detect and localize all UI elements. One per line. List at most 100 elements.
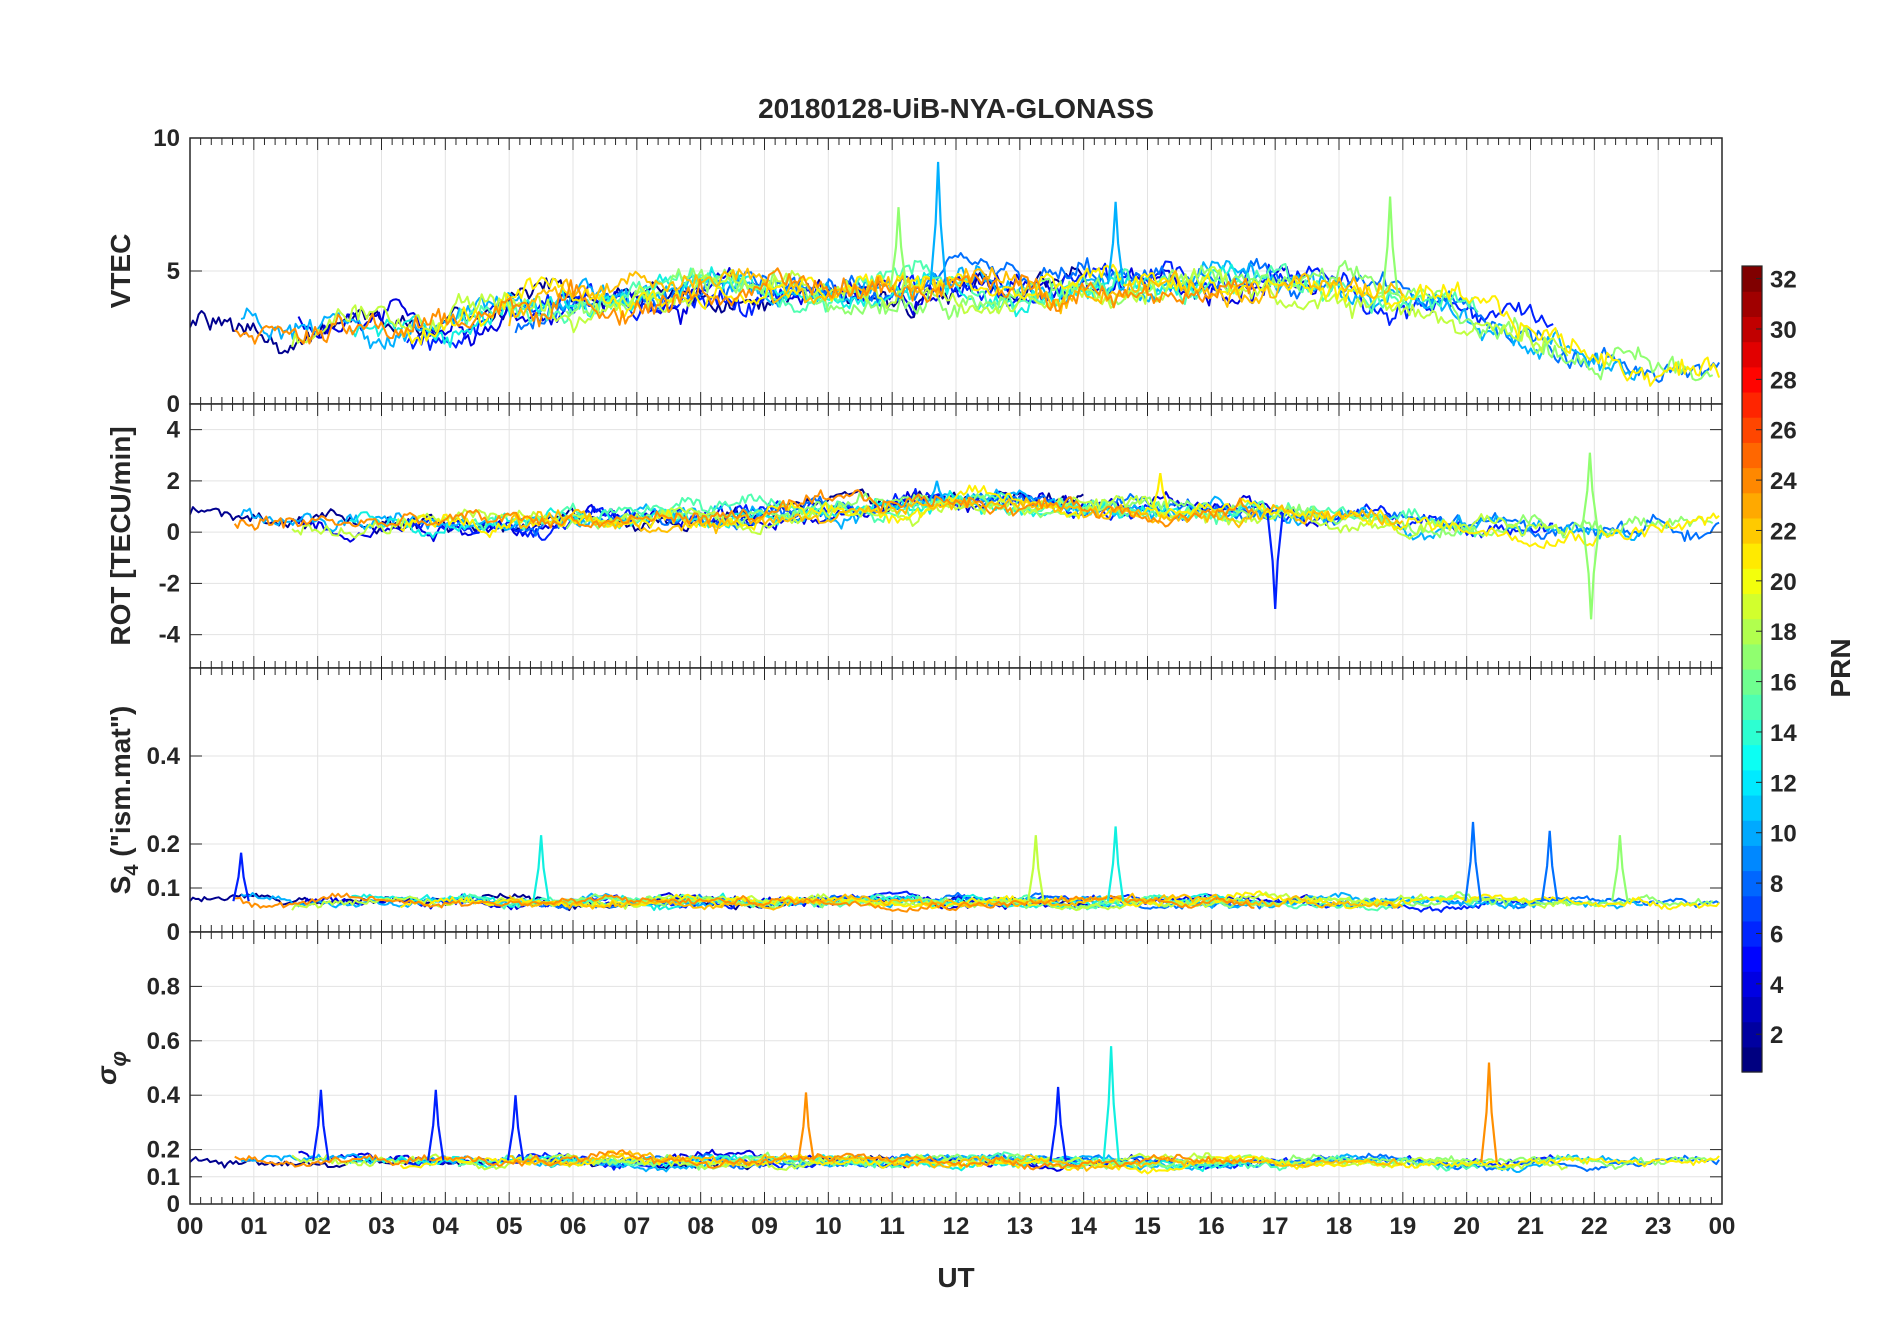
y-tick-label: -2 [159, 570, 180, 597]
series-peak-prn-10 [928, 480, 946, 502]
colorbar-segment [1742, 895, 1762, 922]
x-tick-label: 22 [1581, 1213, 1608, 1240]
y-axis-label: ROT [TECU/min] [105, 426, 136, 645]
y-tick-label: 2 [167, 468, 180, 495]
x-tick-label: 08 [687, 1213, 714, 1240]
panel-rot: -4 -2 0 2 4 ROT [TECU/min] [105, 403, 1723, 669]
y-axis-label-subscript: 4 [121, 864, 143, 876]
panel-series-group [190, 1046, 1720, 1175]
x-tick-label: 04 [432, 1213, 459, 1240]
series-peak-prn-16 [889, 207, 908, 287]
colorbar-tick-label: 2 [1770, 1022, 1783, 1049]
y-axis-label-part: σ [91, 1065, 122, 1085]
series-line-prn-20 [399, 263, 1721, 387]
x-tick-label: 20 [1453, 1213, 1480, 1240]
panel-series-group [190, 821, 1720, 913]
series-peak-prn-12 [1102, 1046, 1120, 1162]
colorbar-segment [1742, 492, 1762, 519]
y-tick-label: 0.1 [147, 875, 180, 902]
x-tick-label: 00 [177, 1213, 204, 1240]
x-tick-label: 17 [1262, 1213, 1289, 1240]
x-tick-label: 19 [1389, 1213, 1416, 1240]
series-peak-prn-17 [1582, 528, 1600, 620]
colorbar-segment [1742, 467, 1762, 494]
x-axis-label: UT [937, 1262, 974, 1293]
colorbar-segment [1742, 669, 1762, 695]
series-line-prn-14 [457, 1151, 1479, 1172]
colorbar-label: PRN [1825, 638, 1856, 697]
series-line-prn-23 [234, 1149, 1256, 1171]
colorbar-segment [1742, 643, 1762, 670]
colorbar-segment [1742, 694, 1762, 720]
colorbar-segment [1742, 769, 1762, 796]
series-line-prn-22 [508, 266, 1404, 327]
series-peak-prn-8 [1540, 830, 1559, 902]
y-tick-label: 0 [167, 391, 180, 418]
x-tick-label: 09 [751, 1213, 778, 1240]
series-peak-prn-3 [1266, 512, 1284, 610]
series-peak-prn-19 [1027, 835, 1045, 902]
colorbar-tick-label: 12 [1770, 770, 1797, 797]
y-axis-label-part: S [105, 876, 136, 895]
colorbar-segment [1742, 291, 1762, 317]
panel-s4: 0 0.1 0.2 0.4 S4 ("ism.mat") [105, 667, 1723, 946]
x-tick-label: 05 [496, 1213, 523, 1240]
y-axis-label: σφ [91, 1051, 131, 1085]
colorbar-tick-label: 8 [1770, 871, 1783, 898]
series-peak-prn-12 [1106, 826, 1125, 902]
colorbar-segment [1742, 920, 1762, 947]
y-tick-label: 0.4 [147, 743, 181, 770]
x-tick-label: 01 [240, 1213, 267, 1240]
x-tick-label: 12 [943, 1213, 970, 1240]
colorbar-segment [1742, 996, 1762, 1023]
series-peak-prn-10 [929, 161, 947, 286]
colorbar-tick-label: 28 [1770, 367, 1797, 394]
x-tick-label: 23 [1645, 1213, 1672, 1240]
y-tick-label: 0.4 [147, 1082, 181, 1109]
series-peak-prn-3 [312, 1089, 330, 1161]
colorbar-segment [1742, 266, 1762, 292]
x-tick-label: 10 [815, 1213, 842, 1240]
series-peak-prn-16 [1381, 196, 1399, 297]
colorbar-segment [1742, 316, 1762, 343]
series-line-prn-23 [234, 267, 1256, 345]
y-axis-label-subscript: φ [106, 1051, 131, 1066]
colorbar-segment [1742, 1046, 1762, 1073]
x-tick-label: 02 [304, 1213, 331, 1240]
colorbar-segment [1742, 820, 1762, 846]
colorbar-segment [1742, 391, 1762, 418]
series-line-prn-18 [291, 266, 1569, 357]
series-peak-prn-20 [1151, 473, 1169, 509]
colorbar-segment [1742, 1021, 1762, 1048]
y-tick-label: 0.6 [147, 1028, 180, 1055]
series-peak-prn-23 [797, 1092, 815, 1161]
series-peak-prn-3 [1049, 1086, 1067, 1162]
colorbar-tick-label: 6 [1770, 921, 1783, 948]
colorbar-tick-label: 26 [1770, 418, 1797, 445]
y-axis-label-part: ("ism.mat") [105, 706, 136, 865]
colorbar-segment [1742, 593, 1762, 620]
y-tick-label: 0.2 [147, 831, 180, 858]
series-peak-prn-3 [506, 1095, 525, 1161]
colorbar-segment [1742, 971, 1762, 998]
x-tick-label: 00 [1709, 1213, 1736, 1240]
colorbar-segment [1742, 366, 1762, 393]
colorbar-tick-label: 24 [1770, 468, 1797, 495]
series-peak-prn-9 [1464, 821, 1482, 902]
y-tick-label: 0 [167, 919, 180, 946]
series-peak-prn-12 [532, 835, 550, 902]
panel-series-group [190, 452, 1720, 620]
y-tick-label: -4 [159, 622, 181, 649]
y-axis-label: VTEC [105, 234, 136, 309]
colorbar-tick-label: 4 [1770, 972, 1784, 999]
colorbar-segment [1742, 417, 1762, 443]
colorbar-segment [1742, 870, 1762, 897]
colorbar-segment [1742, 719, 1762, 746]
x-tick-label: 21 [1517, 1213, 1544, 1240]
x-tick-label: 11 [879, 1213, 904, 1240]
colorbar-segment [1742, 568, 1762, 595]
series-peak-prn-3 [232, 852, 250, 902]
